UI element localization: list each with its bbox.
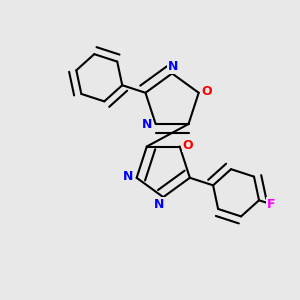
- Text: F: F: [266, 198, 275, 211]
- Text: N: N: [123, 170, 133, 183]
- Text: O: O: [183, 139, 193, 152]
- Text: N: N: [168, 61, 178, 74]
- Text: N: N: [142, 118, 153, 131]
- Text: N: N: [154, 198, 164, 211]
- Text: O: O: [202, 85, 212, 98]
